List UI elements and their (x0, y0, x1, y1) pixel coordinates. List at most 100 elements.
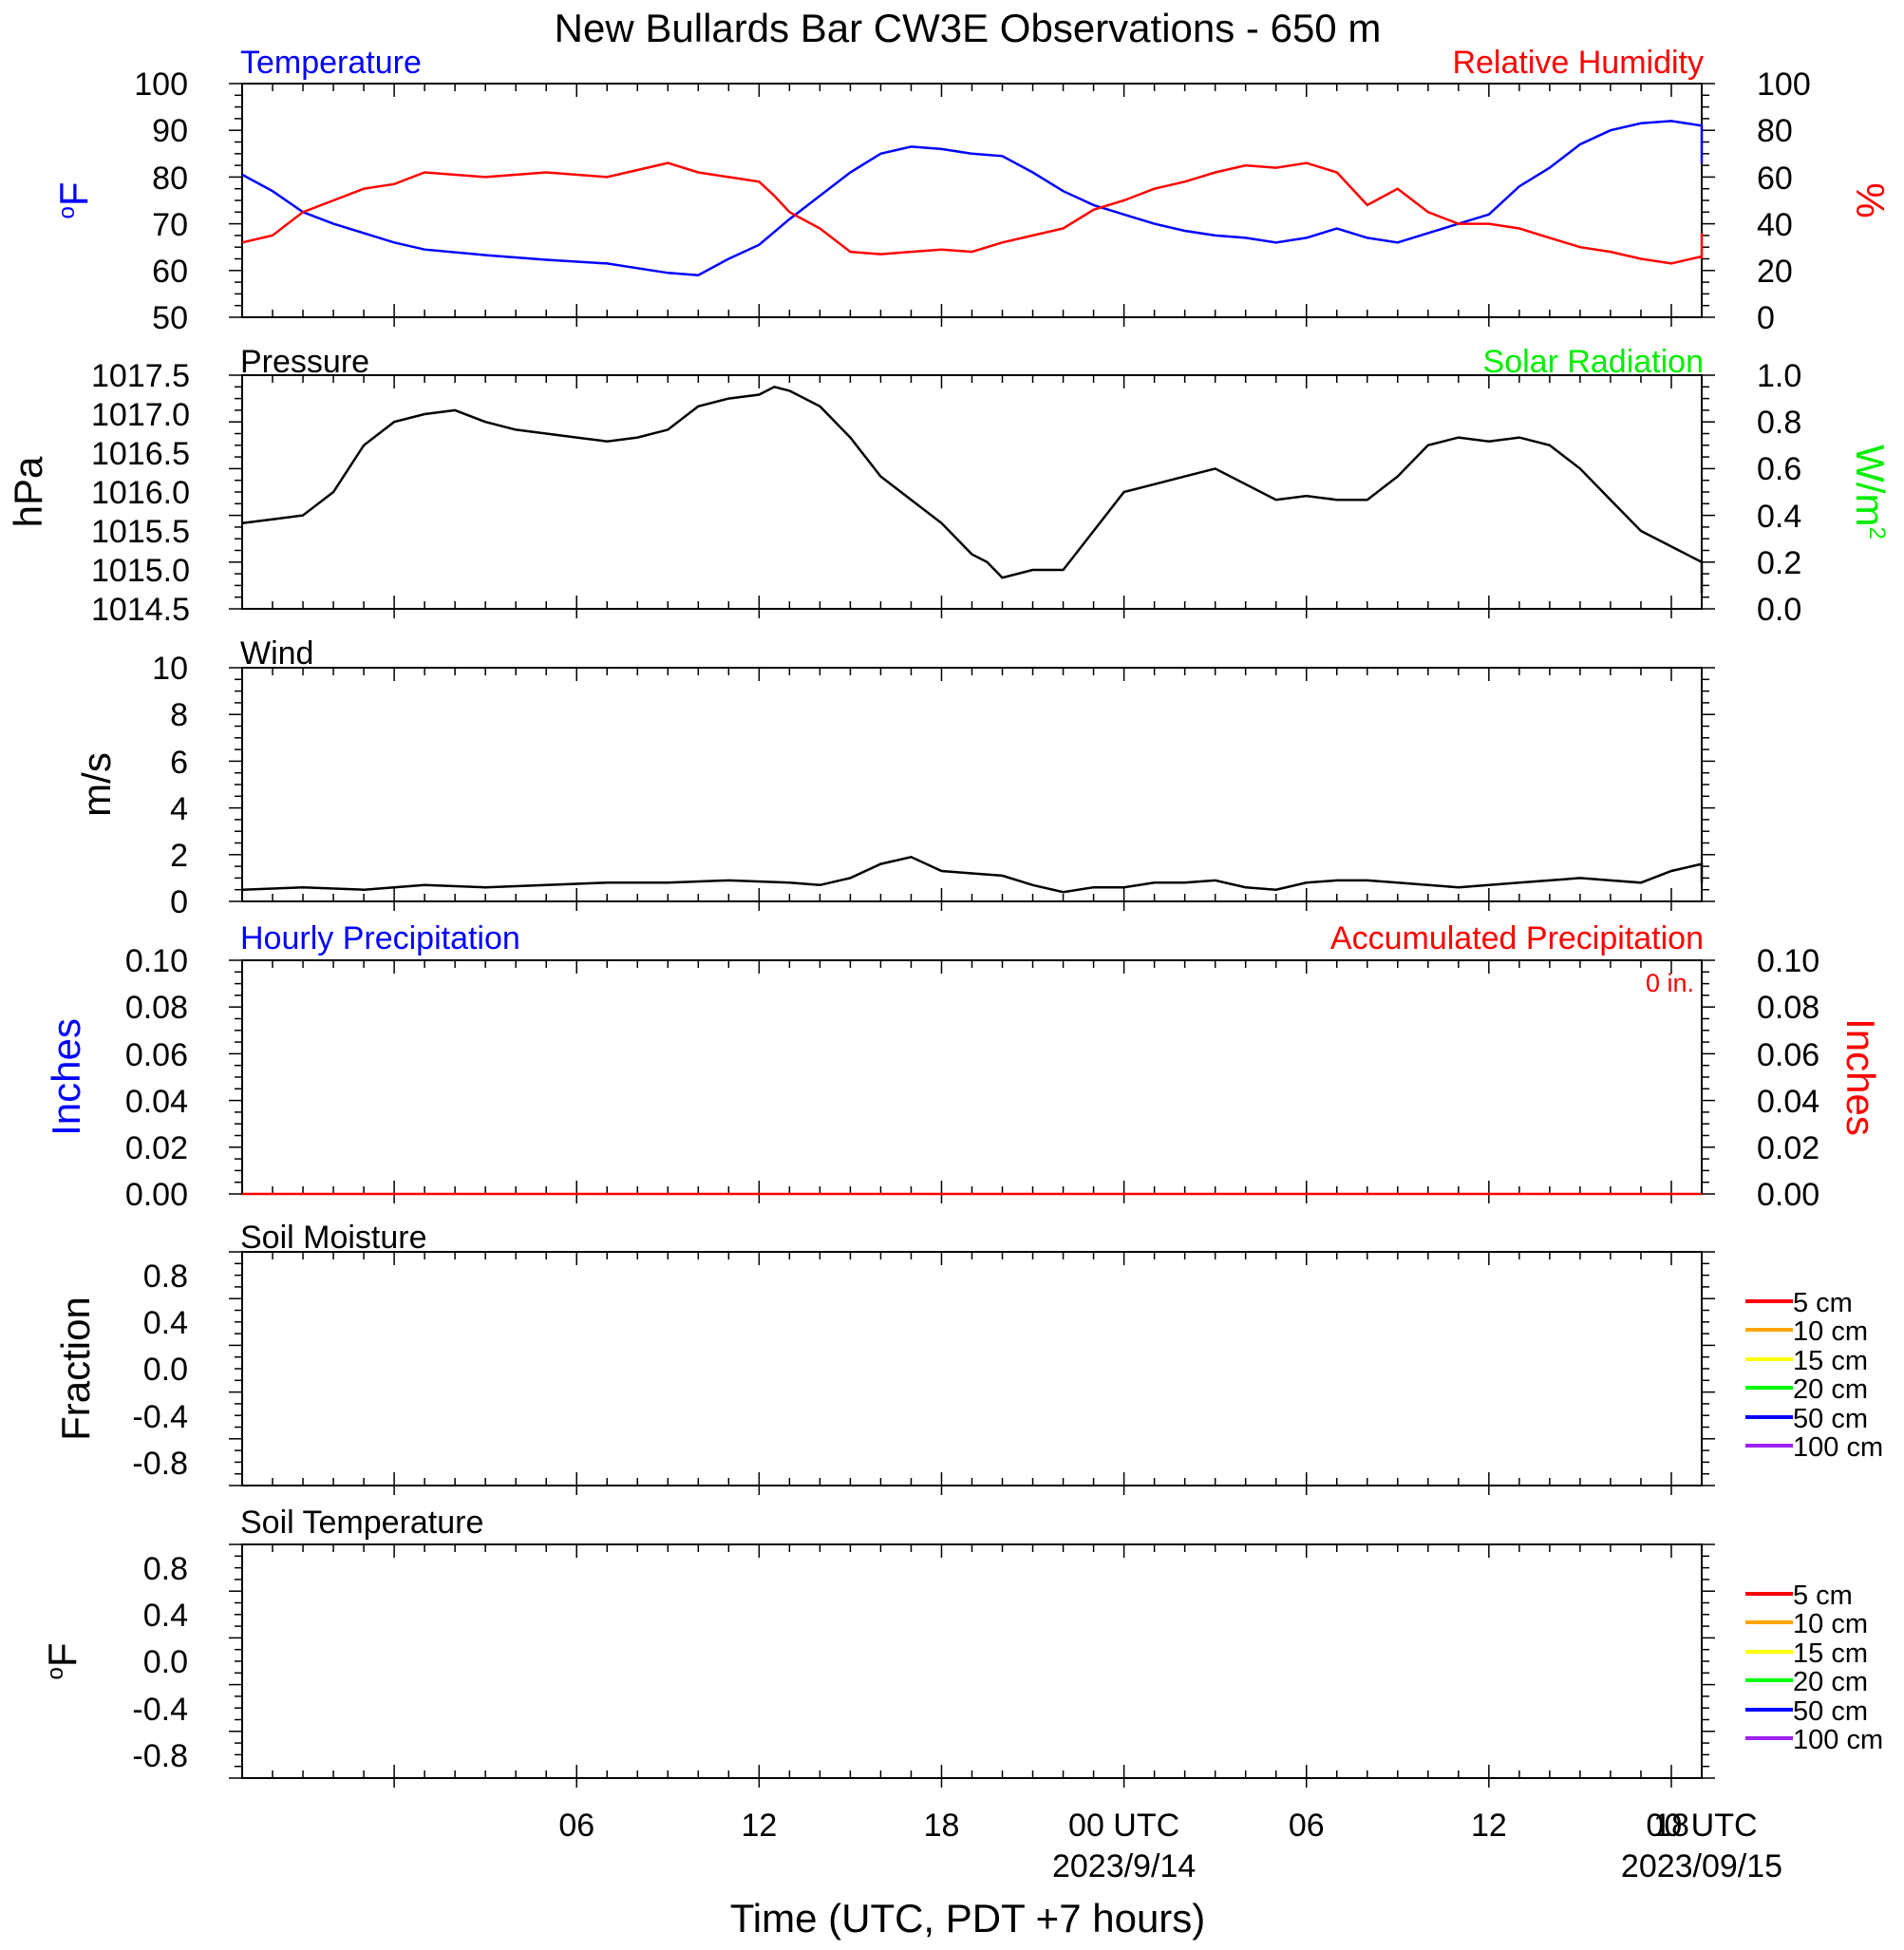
tick-label: 0.4 (143, 1598, 188, 1634)
x-date-label: 2023/09/15 (1621, 1848, 1782, 1884)
pressure-line (241, 385, 1704, 594)
tick-label: 1.0 (1757, 358, 1801, 394)
x-tick-label: 00 UTC (1646, 1808, 1757, 1844)
tick-label: 0.04 (125, 1084, 188, 1120)
precip-right-ticks: 0.00 0.02 0.04 0.06 0.08 0.10 (1757, 943, 1819, 1213)
soil-temp-data-marks (229, 1543, 1715, 1788)
tick-label: 0.8 (143, 1551, 188, 1587)
tick-label: 0.04 (1757, 1084, 1819, 1120)
precip-right-axis-label: Inches (1838, 1018, 1883, 1136)
soil-moisture-legend: 5 cm 10 cm 15 cm 20 cm 50 cm 100 cm (1745, 1288, 1883, 1463)
tick-label: 0.06 (125, 1037, 188, 1073)
tick-label: 0.08 (1757, 990, 1819, 1026)
tick-label: 70 (152, 207, 188, 243)
tick-label: 0.0 (1757, 592, 1801, 628)
tick-label: 1015.0 (91, 553, 190, 589)
wind-title: Wind (240, 635, 313, 672)
wind-left-ticks: 0 2 4 6 8 10 (152, 651, 188, 920)
legend-label: 5 cm (1793, 1581, 1853, 1611)
wind-data-marks (229, 667, 1715, 911)
temp-rh-data-marks (229, 83, 1715, 327)
tick-label: 0 (170, 884, 188, 920)
rh-right-ticks: 0 20 40 60 80 100 (1757, 66, 1811, 336)
wind-axis-label: m/s (74, 752, 119, 817)
x-tick-label: 06 (1289, 1808, 1325, 1844)
solar-axis-label: W/m2 (1848, 445, 1893, 540)
soil-moisture-axis-label: Fraction (53, 1297, 98, 1441)
tick-label: 0.00 (125, 1177, 188, 1213)
soil-temp-title: Soil Temperature (240, 1505, 483, 1541)
tick-label: 0.08 (125, 990, 188, 1026)
soil-temp-axis-label: oF (40, 1642, 85, 1679)
soil-moisture-left-ticks: -0.8 -0.4 0.0 0.4 0.8 (132, 1259, 188, 1482)
tick-label: 100 (134, 66, 188, 103)
temp-left-ticks: 50 60 70 80 90 100 (134, 66, 188, 336)
x-tick-label: 18 (1653, 1808, 1689, 1844)
tick-label: -0.4 (132, 1692, 188, 1728)
tick-label: 60 (1757, 161, 1793, 197)
legend-label: 100 cm (1793, 1432, 1883, 1463)
tick-label: 60 (152, 254, 188, 290)
pressure-plot-frame (241, 374, 1703, 610)
legend-label: 20 cm (1793, 1667, 1868, 1697)
tick-label: 0 (1757, 300, 1775, 336)
pressure-axis-label: hPa (6, 456, 50, 527)
hourly-precip-title: Hourly Precipitation (240, 920, 520, 956)
legend-label: 50 cm (1793, 1404, 1868, 1434)
tick-label: 0.02 (1757, 1130, 1819, 1166)
soil-temp-left-ticks: -0.8 -0.4 0.0 0.4 0.8 (132, 1551, 188, 1774)
tick-label: 1016.0 (91, 475, 190, 511)
tick-label: 0.10 (125, 943, 188, 979)
pressure-title: Pressure (240, 344, 369, 380)
solar-right-ticks: 0.0 0.2 0.4 0.6 0.8 1.0 (1757, 358, 1801, 628)
tick-label: 0.06 (1757, 1037, 1819, 1073)
humidity-title: Relative Humidity (1452, 45, 1704, 81)
tick-label: 10 (152, 651, 188, 687)
tick-label: 0.02 (125, 1130, 188, 1166)
tick-label: 0.0 (143, 1352, 188, 1388)
precip-panel: Hourly Precipitation Accumulated Precipi… (44, 920, 1883, 1213)
legend-label: 10 cm (1793, 1316, 1868, 1347)
soil-moisture-plot-frame (241, 1251, 1703, 1486)
soil-temp-panel: Soil Temperature oF -0.8 -0.4 0.0 0.4 0.… (40, 1505, 1883, 1788)
soil-moisture-panel: Soil Moisture Fraction -0.8 -0.4 0.0 0.4… (53, 1220, 1883, 1495)
soil-moisture-data-marks (229, 1251, 1715, 1495)
tick-label: 40 (1757, 207, 1793, 243)
pressure-data-marks (229, 374, 1715, 618)
tick-label: 0.10 (1757, 943, 1819, 979)
temperature-title: Temperature (240, 45, 422, 81)
humidity-line (241, 161, 1704, 265)
x-tick-label: 18 (924, 1808, 960, 1844)
temperature-axis-label: oF (51, 181, 96, 218)
tick-label: 1016.5 (91, 436, 190, 472)
tick-label: -0.8 (132, 1446, 188, 1482)
precip-data-marks (229, 959, 1715, 1203)
temp-rh-panel: Temperature Relative Humidity oF % 50 60… (51, 45, 1893, 336)
pressure-panel: Pressure Solar Radiation hPa W/m2 1014.5… (6, 344, 1893, 628)
tick-label: 0.8 (1757, 405, 1801, 441)
humidity-axis-label: % (1848, 182, 1893, 218)
x-date-label: 2023/9/14 (1052, 1848, 1196, 1884)
temp-rh-plot-frame (241, 83, 1703, 318)
legend-label: 10 cm (1793, 1609, 1868, 1639)
x-tick-label: 12 (741, 1808, 777, 1844)
precip-left-ticks: 0.00 0.02 0.04 0.06 0.08 0.10 (125, 943, 188, 1213)
tick-label: 1017.5 (91, 358, 190, 394)
tick-label: 1015.5 (91, 514, 190, 550)
tick-label: 0.6 (1757, 451, 1801, 487)
tick-label: 0.8 (143, 1259, 188, 1295)
legend-label: 20 cm (1793, 1374, 1868, 1405)
precip-left-axis-label: Inches (44, 1018, 88, 1136)
tick-label: 80 (1757, 113, 1793, 149)
tick-label: 0.4 (1757, 499, 1801, 535)
precip-plot-frame (241, 959, 1703, 1195)
precip-total-label: 0 in. (1646, 969, 1694, 997)
legend-label: 15 cm (1793, 1638, 1868, 1669)
wind-plot-frame (241, 667, 1703, 902)
tick-label: 0.0 (143, 1644, 188, 1680)
wind-panel: Wind m/s 0 2 4 6 8 10 (74, 635, 1715, 920)
tick-label: 50 (152, 300, 188, 336)
tick-label: 4 (170, 791, 188, 827)
tick-label: 2 (170, 838, 188, 874)
